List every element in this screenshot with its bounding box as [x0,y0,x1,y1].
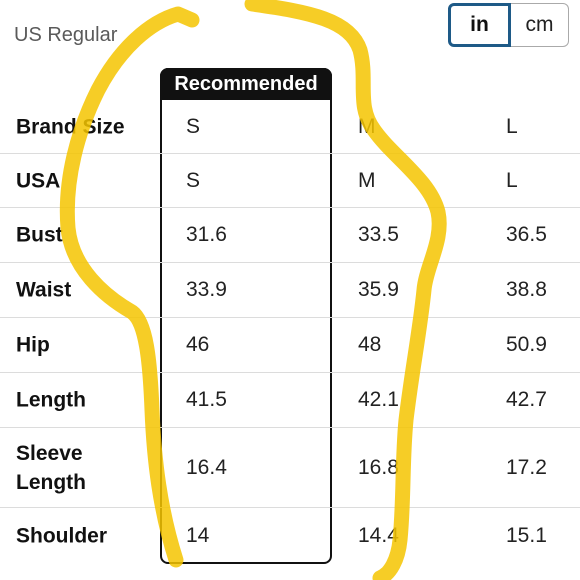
table-cell: 41.5 [186,388,227,411]
table-cell: 42.7 [506,388,547,411]
table-cell: 16.8 [358,455,399,479]
table-cell: 48 [358,333,382,356]
table-cell: 46 [186,333,210,356]
unit-option-in[interactable]: in [448,3,511,47]
table-cell: L [506,168,518,192]
table-row: Sleeve Length 16.4 16.8 17.2 [0,428,580,508]
recommended-badge: Recommended [160,68,332,100]
table-cell: L [506,114,518,138]
table-cell: 38.8 [506,278,547,301]
table-row: Waist 33.9 35.9 38.8 [0,263,580,318]
region-label: US Regular [14,24,118,46]
unit-toggle[interactable]: in cm [448,3,569,47]
table-cell: 33.5 [358,223,399,246]
table-cell: S [186,168,201,192]
table-cell: M [358,168,376,192]
table-row: USA S M L [0,154,580,208]
table-cell: 50.9 [506,333,547,356]
row-label: Sleeve Length [16,441,86,494]
row-label: Waist [16,278,72,302]
table-cell: 33.9 [186,278,227,301]
table-cell: 14 [186,524,210,547]
table-cell: 31.6 [186,223,227,246]
row-label: Brand Size [16,115,125,138]
row-label: Length [16,388,86,412]
table-cell: 36.5 [506,223,547,246]
table-cell: S [186,114,201,138]
table-cell: 17.2 [506,455,547,479]
unit-option-cm[interactable]: cm [511,3,569,47]
row-label: Hip [16,333,50,357]
table-cell: 14.4 [358,524,399,547]
table-cell: 15.1 [506,524,547,547]
table-row: Shoulder 14 14.4 15.1 [0,508,580,564]
row-label: Bust [16,223,63,247]
table-cell: 35.9 [358,278,399,301]
table-row: Length 41.5 42.1 42.7 [0,373,580,428]
table-row: Brand Size S M L [0,100,580,154]
table-cell: 16.4 [186,455,227,479]
row-label: Shoulder [16,524,108,548]
table-cell: 42.1 [358,388,399,411]
table-cell: M [358,114,376,138]
table-row: Bust 31.6 33.5 36.5 [0,208,580,263]
row-label: USA [16,169,61,192]
table-row: Hip 46 48 50.9 [0,318,580,373]
